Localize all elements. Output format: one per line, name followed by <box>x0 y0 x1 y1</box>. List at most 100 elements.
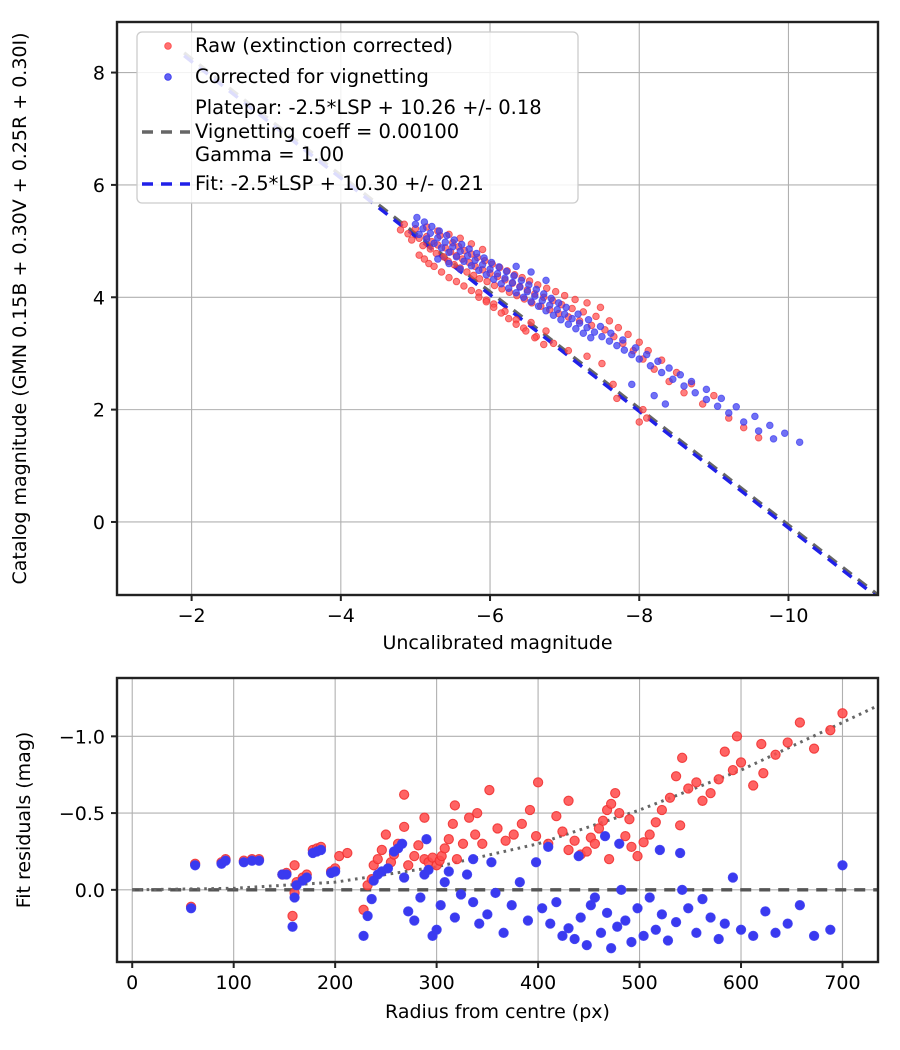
data-point <box>758 768 769 779</box>
data-point <box>551 811 562 822</box>
data-point <box>727 764 739 776</box>
data-point <box>579 329 588 337</box>
data-point <box>665 364 673 372</box>
data-point <box>599 830 611 842</box>
data-point <box>372 854 383 865</box>
data-point <box>443 231 451 240</box>
data-point <box>638 930 649 942</box>
legend-item-label: Platepar: -2.5*LSP + 10.26 +/- 0.18 <box>195 96 542 119</box>
data-point <box>510 272 518 280</box>
data-point <box>624 814 635 825</box>
legend-item: Fit: -2.5*LSP + 10.30 +/- 0.21 <box>142 172 484 195</box>
data-point <box>683 783 694 794</box>
legend-marker-dot <box>164 73 172 81</box>
data-point <box>677 884 688 895</box>
data-point <box>782 918 793 929</box>
data-point <box>574 310 582 318</box>
data-point <box>495 263 503 271</box>
data-point <box>415 892 426 903</box>
data-point <box>469 271 478 280</box>
plot-line-vignetting-curve <box>132 704 878 892</box>
data-point <box>289 892 300 903</box>
data-point <box>448 242 457 251</box>
data-point <box>756 738 767 750</box>
data-point <box>569 933 580 945</box>
data-point <box>735 924 747 935</box>
data-point <box>563 844 574 856</box>
data-point <box>626 936 637 948</box>
data-point <box>674 847 686 859</box>
data-point <box>825 725 836 736</box>
x-tick-label: −6 <box>476 605 504 627</box>
data-point <box>628 350 636 359</box>
data-point <box>654 357 662 366</box>
data-point <box>413 840 424 851</box>
data-point <box>531 292 539 300</box>
data-point <box>542 307 550 315</box>
data-point <box>612 921 623 932</box>
data-point <box>445 248 453 257</box>
data-point <box>557 930 568 942</box>
data-point <box>398 789 410 800</box>
data-point <box>289 860 300 871</box>
data-point <box>413 213 421 222</box>
data-point <box>697 893 708 905</box>
data-point <box>472 249 481 258</box>
data-point <box>482 909 493 920</box>
data-point <box>609 380 617 389</box>
plot-line-fit-2-5-lsp-10-30-0-21 <box>183 54 878 595</box>
data-point <box>751 412 759 421</box>
data-point <box>315 844 327 856</box>
data-point <box>705 912 716 923</box>
data-point <box>598 359 606 368</box>
data-point <box>396 838 408 849</box>
data-point <box>486 857 497 868</box>
data-layer <box>132 704 878 954</box>
data-point <box>527 318 535 327</box>
data-point <box>460 257 468 266</box>
data-point <box>396 226 405 234</box>
data-point <box>435 900 446 911</box>
data-point <box>702 395 711 404</box>
data-point <box>420 255 429 263</box>
y-axis-label: Fit residuals (mag) <box>13 732 35 909</box>
data-point <box>650 391 658 400</box>
data-point <box>687 377 696 386</box>
data-point <box>426 245 435 253</box>
data-point <box>547 294 555 303</box>
data-point <box>632 850 643 862</box>
data-point <box>253 855 265 866</box>
x-tick-label: 100 <box>216 972 252 994</box>
data-point <box>713 933 724 945</box>
x-tick-label: 400 <box>520 972 556 994</box>
data-point <box>404 230 412 238</box>
data-point <box>607 329 615 337</box>
data-point <box>677 752 688 763</box>
data-point <box>691 389 699 397</box>
data-point <box>430 262 438 271</box>
data-point <box>614 807 625 819</box>
data-point <box>185 903 197 914</box>
data-point <box>531 333 539 342</box>
data-point <box>748 780 759 791</box>
data-point <box>583 352 591 361</box>
legend-box <box>136 31 579 204</box>
tick-layer: 0 100 200 300 400 500 600 700 0.0 −0.5 −1.0 <box>59 726 861 994</box>
data-point <box>540 340 548 349</box>
data-point <box>592 312 600 321</box>
y-tick-label: −0.5 <box>59 803 105 825</box>
data-point <box>457 838 469 849</box>
data-point <box>657 368 666 377</box>
bottom-panel: 0 100 200 300 400 500 600 700 0.0 −0.5 −1.0 Radius … <box>13 676 880 1023</box>
data-point <box>472 807 483 819</box>
data-point <box>530 830 542 842</box>
data-point <box>220 855 231 866</box>
y-tick-label: 0 <box>93 512 105 534</box>
data-point <box>628 380 636 389</box>
data-point <box>769 435 778 443</box>
data-point <box>403 906 414 917</box>
scatter-series-2 <box>411 213 804 446</box>
data-point <box>596 322 605 331</box>
data-point <box>450 236 458 244</box>
